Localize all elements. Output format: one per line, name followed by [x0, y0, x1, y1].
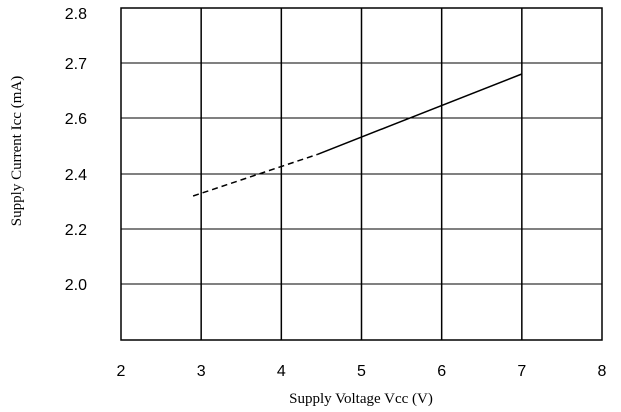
x-tick-label: 5 — [357, 363, 366, 380]
x-tick-label: 4 — [277, 363, 286, 380]
x-tick-label: 8 — [598, 363, 607, 380]
series-layer — [192, 73, 523, 197]
x-tick-labels: 2 3 4 5 6 7 8 — [117, 363, 607, 380]
plot-frame — [120, 7, 603, 341]
x-tick-label: 7 — [517, 363, 526, 380]
y-tick-labels: 2.0 2.2 2.4 2.6 2.7 2.8 — [65, 6, 87, 294]
x-tick-label: 2 — [117, 363, 126, 380]
grid-lines — [121, 8, 602, 340]
x-tick-label: 6 — [437, 363, 446, 380]
y-tick-label: 2.0 — [65, 277, 87, 294]
x-axis-label: Supply Voltage Vcc (V) — [289, 391, 433, 407]
y-axis-label: Supply Current Icc (mA) — [9, 76, 25, 226]
series-line-dashed — [192, 153, 318, 197]
y-tick-label: 2.6 — [65, 111, 87, 128]
y-tick-label: 2.2 — [65, 222, 87, 239]
y-tick-label: 2.7 — [65, 56, 87, 73]
series-line-solid — [317, 73, 523, 156]
y-tick-label: 2.8 — [65, 6, 87, 23]
y-tick-label: 2.4 — [65, 167, 87, 184]
x-tick-label: 3 — [197, 363, 206, 380]
